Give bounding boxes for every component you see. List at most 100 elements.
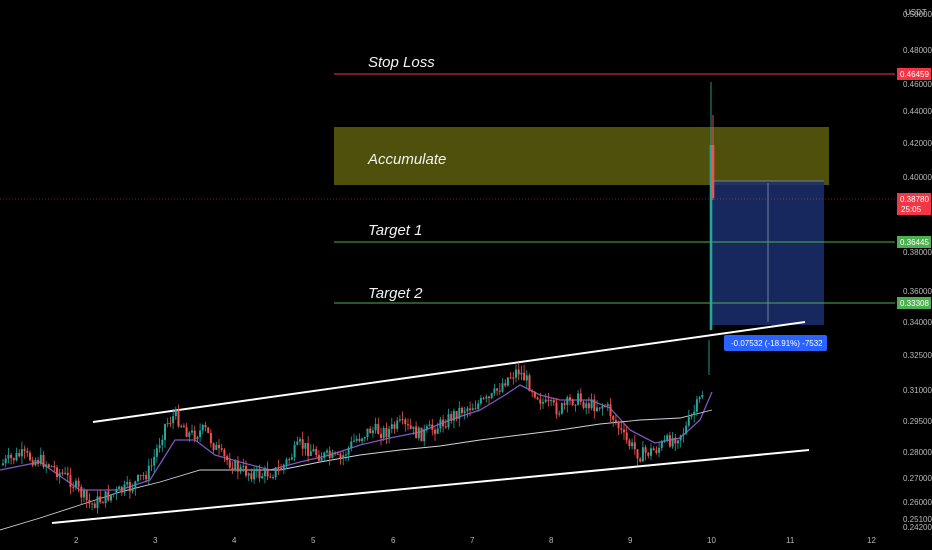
candle-body [204,424,207,428]
candle-body [172,416,175,424]
candle-body [628,440,631,447]
candle-body [293,444,296,458]
candle-body [239,467,242,472]
candle-body [682,433,685,436]
candle-body [15,453,18,461]
candle-body [153,456,156,466]
candle-body [277,467,280,469]
candle-body [339,454,342,459]
candle-body [193,430,196,440]
stop-loss-tag [897,68,931,80]
candle-body [428,424,431,427]
candle-body [469,408,472,411]
candle-body [72,487,75,489]
candle-body [42,454,45,467]
candle-body [88,500,91,504]
candle-body [363,437,366,439]
candle-body [134,481,137,489]
candle-body [490,393,493,399]
candle-body [571,399,574,406]
candle-body [401,419,404,421]
candle-body [377,423,380,434]
candle-body [434,429,436,434]
candle-body [663,440,666,442]
candle-body [679,435,682,441]
candle-body [436,428,439,434]
target2-tag [897,297,931,309]
candle-body [463,411,466,413]
y-axis[interactable]: 0.50000 0.48000 0.46000 0.44000 0.42000 0.400… [903,10,932,532]
candle-body [493,388,496,394]
candle-body [674,437,677,444]
x-tick-label: 6 [391,536,396,545]
channel-upper-line[interactable] [92,321,806,423]
candle-body [585,403,588,408]
accumulate-label: Accumulate [367,151,446,168]
candle-body [180,425,183,427]
x-axis[interactable]: 2 3 4 5 6 7 8 9 10 11 12 [74,536,876,545]
candle-body [452,411,455,421]
candle-body [196,437,199,440]
candle-body [80,486,83,498]
candle-body [123,484,126,493]
candle-body [506,377,509,386]
candle-body [226,456,229,461]
y-tick-label: 0.42000 [903,139,932,148]
y-tick-label: 0.48000 [903,46,932,55]
candle-body [425,426,428,430]
y-tick-label: 0.25100 [903,515,932,524]
candle-body [536,397,539,400]
x-tick-label: 7 [470,536,475,545]
candle-body [539,399,542,404]
x-tick-label: 3 [153,536,158,545]
candle-body [58,472,61,478]
candle-body [447,414,450,428]
candle-body [128,482,131,492]
y-tick-label: 0.34000 [903,318,932,327]
accumulate-zone [334,127,829,185]
candle-body [158,445,161,449]
candle-body [26,450,29,453]
candle-body [309,451,312,456]
candle-body [107,491,110,501]
candle-body [620,428,623,430]
candle-body [374,423,377,431]
candle-body [50,466,53,468]
candle-body [563,403,566,405]
candle-body [398,419,401,421]
candle-body [590,399,593,409]
channel-lower-line[interactable] [51,449,810,524]
candle-body [593,399,596,412]
candle-body [601,406,604,409]
candle-body [531,391,534,393]
candle-body [245,466,247,476]
currency-label: USDT [905,8,927,17]
candle-body [209,432,212,444]
candle-body [671,437,674,447]
candle-body [569,397,571,400]
y-tick-label: 0.29500 [903,417,932,426]
candle-body [326,450,328,453]
candle-body [347,448,350,455]
candle-body [85,490,88,501]
candle-body [23,449,26,451]
candle-body [20,449,23,457]
candle-body [112,493,115,495]
candle-body [10,454,13,459]
candle-body [552,400,555,403]
candle-body [185,427,188,437]
candle-body [147,465,150,480]
candle-body [4,458,7,464]
candle-body [474,408,477,410]
candle-body [587,403,590,409]
candle-body [639,458,642,462]
candle-body [390,424,393,429]
candle-body [641,447,644,462]
candle-body [328,450,331,458]
candle-body [83,490,85,498]
y-tick-label: 0.36000 [903,287,932,296]
candle-body [695,399,698,412]
candles [2,82,715,514]
